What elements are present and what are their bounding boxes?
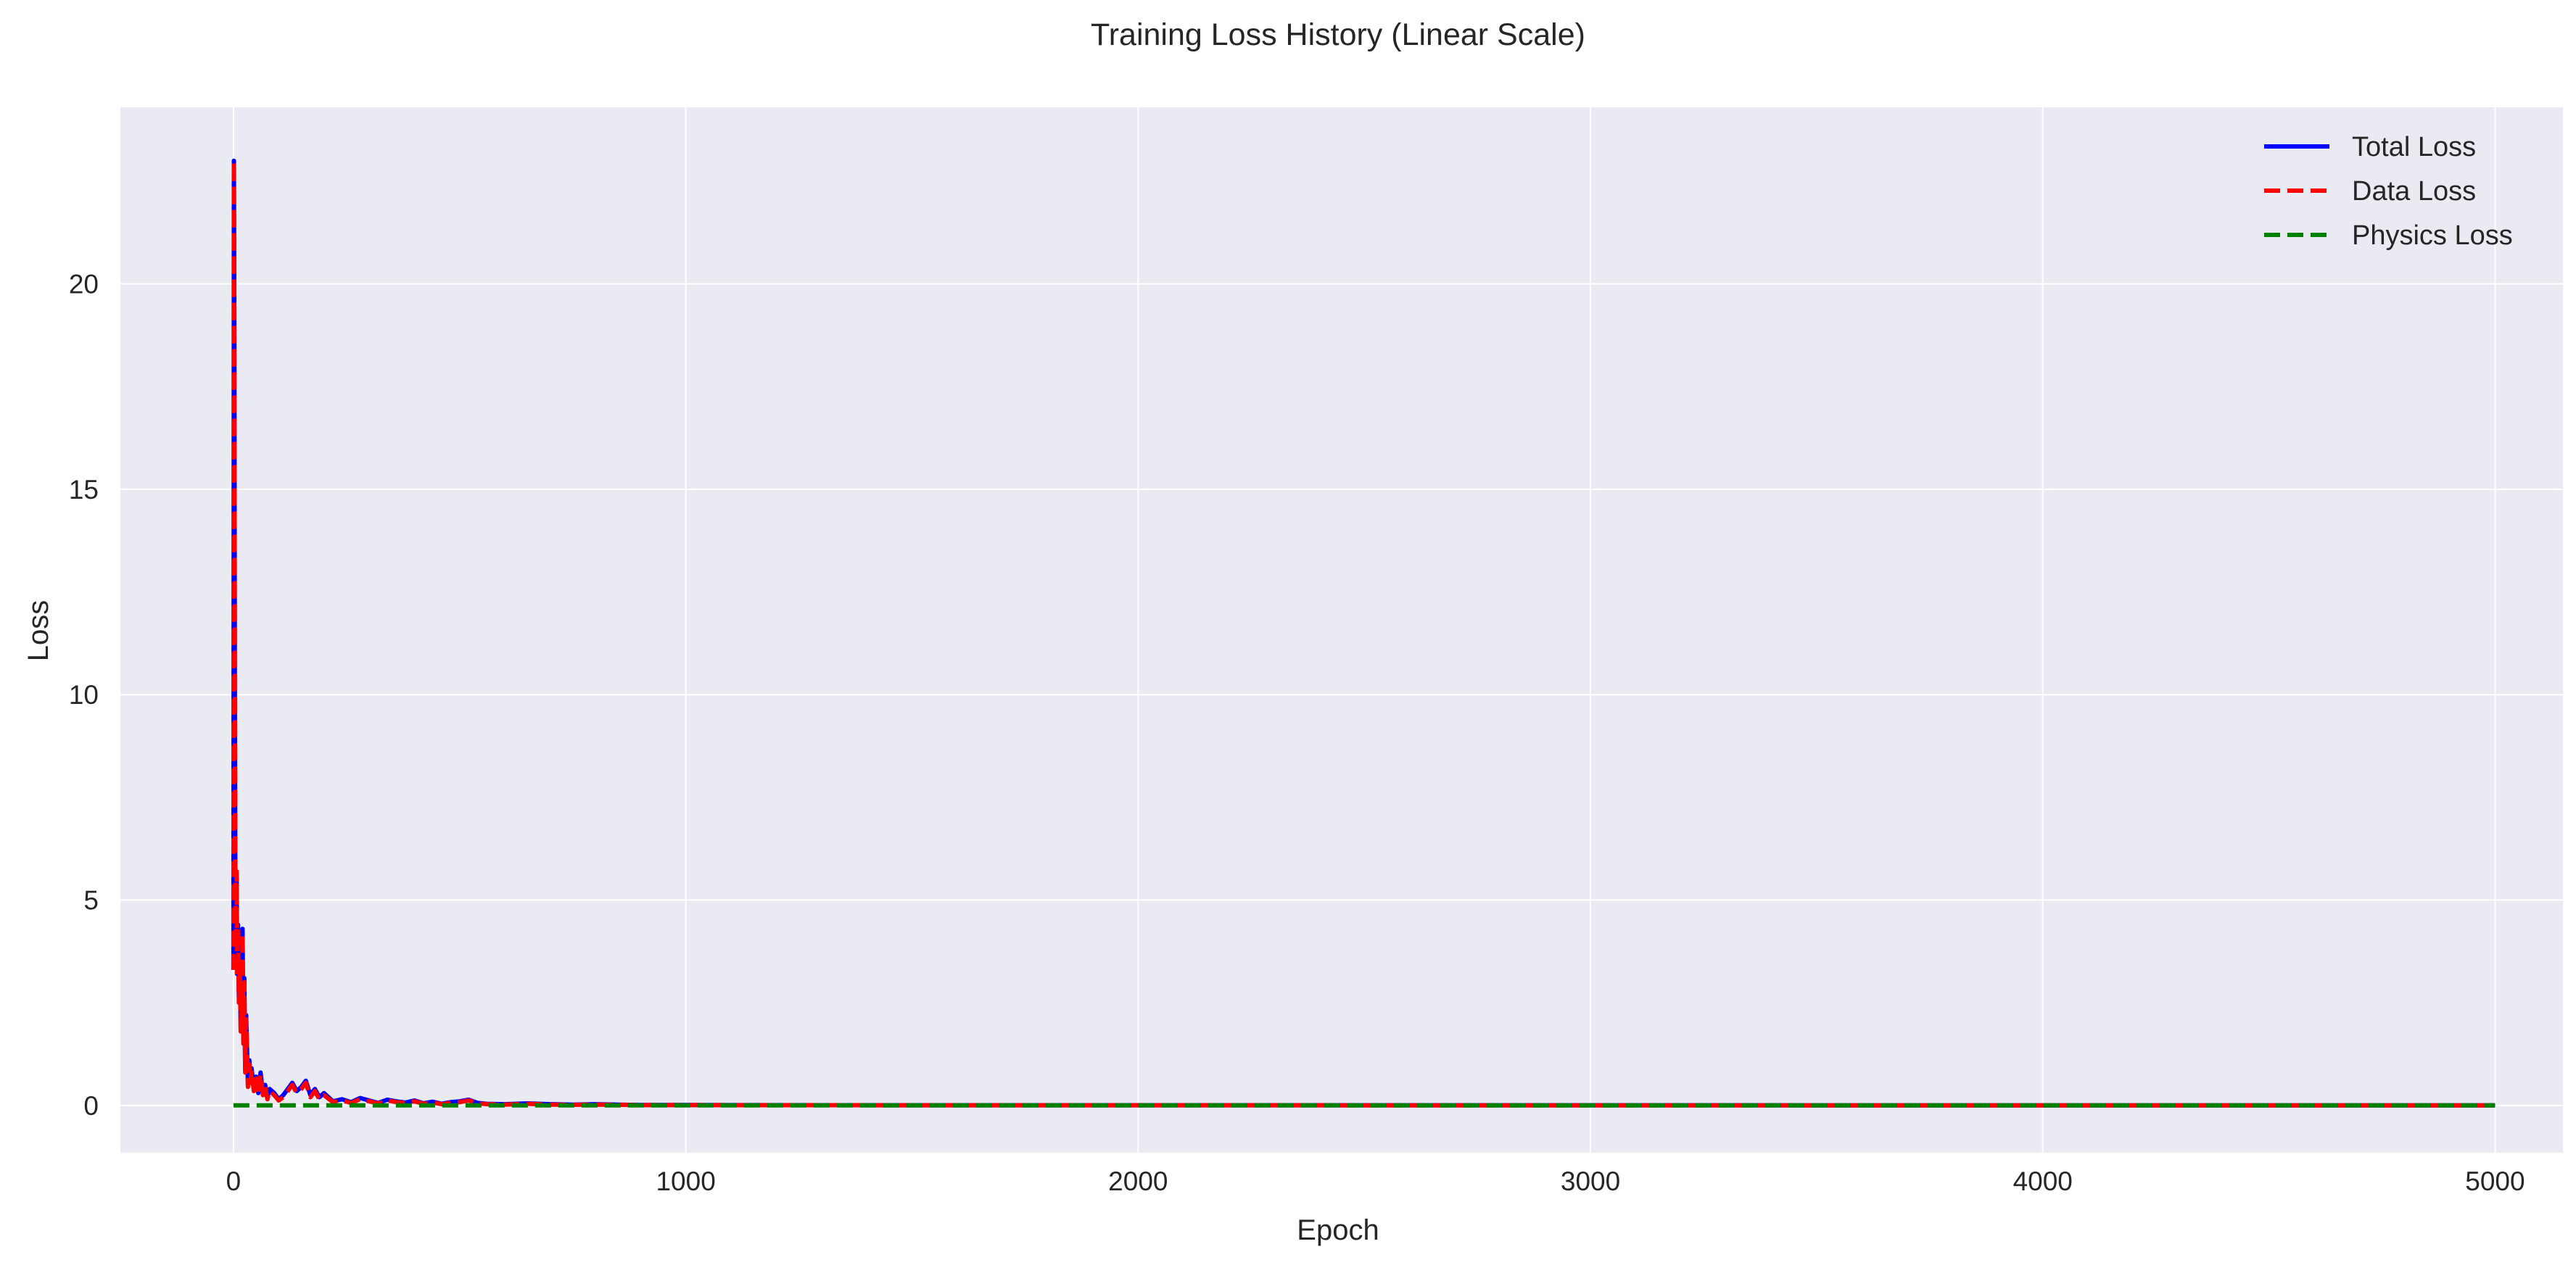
y-tick-label: 10	[69, 680, 99, 710]
x-tick-label: 4000	[2013, 1166, 2073, 1196]
x-tick-label: 0	[226, 1166, 242, 1196]
x-tick-label: 3000	[1561, 1166, 1620, 1196]
y-tick-label: 0	[83, 1091, 99, 1121]
legend-label: Total Loss	[2352, 132, 2476, 162]
x-tick-label: 2000	[1108, 1166, 1168, 1196]
plot-area	[120, 107, 2563, 1153]
y-tick-label: 5	[83, 886, 99, 916]
chart-title: Training Loss History (Linear Scale)	[1091, 17, 1585, 52]
x-tick-label: 1000	[656, 1166, 715, 1196]
y-tick-labels: 0 5 10 15 20	[69, 270, 99, 1121]
x-axis-label: Epoch	[1297, 1214, 1379, 1246]
y-tick-label: 15	[69, 475, 99, 505]
legend-label: Physics Loss	[2352, 220, 2513, 251]
y-axis-label: Loss	[22, 600, 54, 662]
x-tick-label: 5000	[2465, 1166, 2525, 1196]
legend-label: Data Loss	[2352, 176, 2476, 207]
x-tick-labels: 0 1000 2000 3000 4000 5000	[226, 1166, 2525, 1196]
y-tick-label: 20	[69, 270, 99, 299]
